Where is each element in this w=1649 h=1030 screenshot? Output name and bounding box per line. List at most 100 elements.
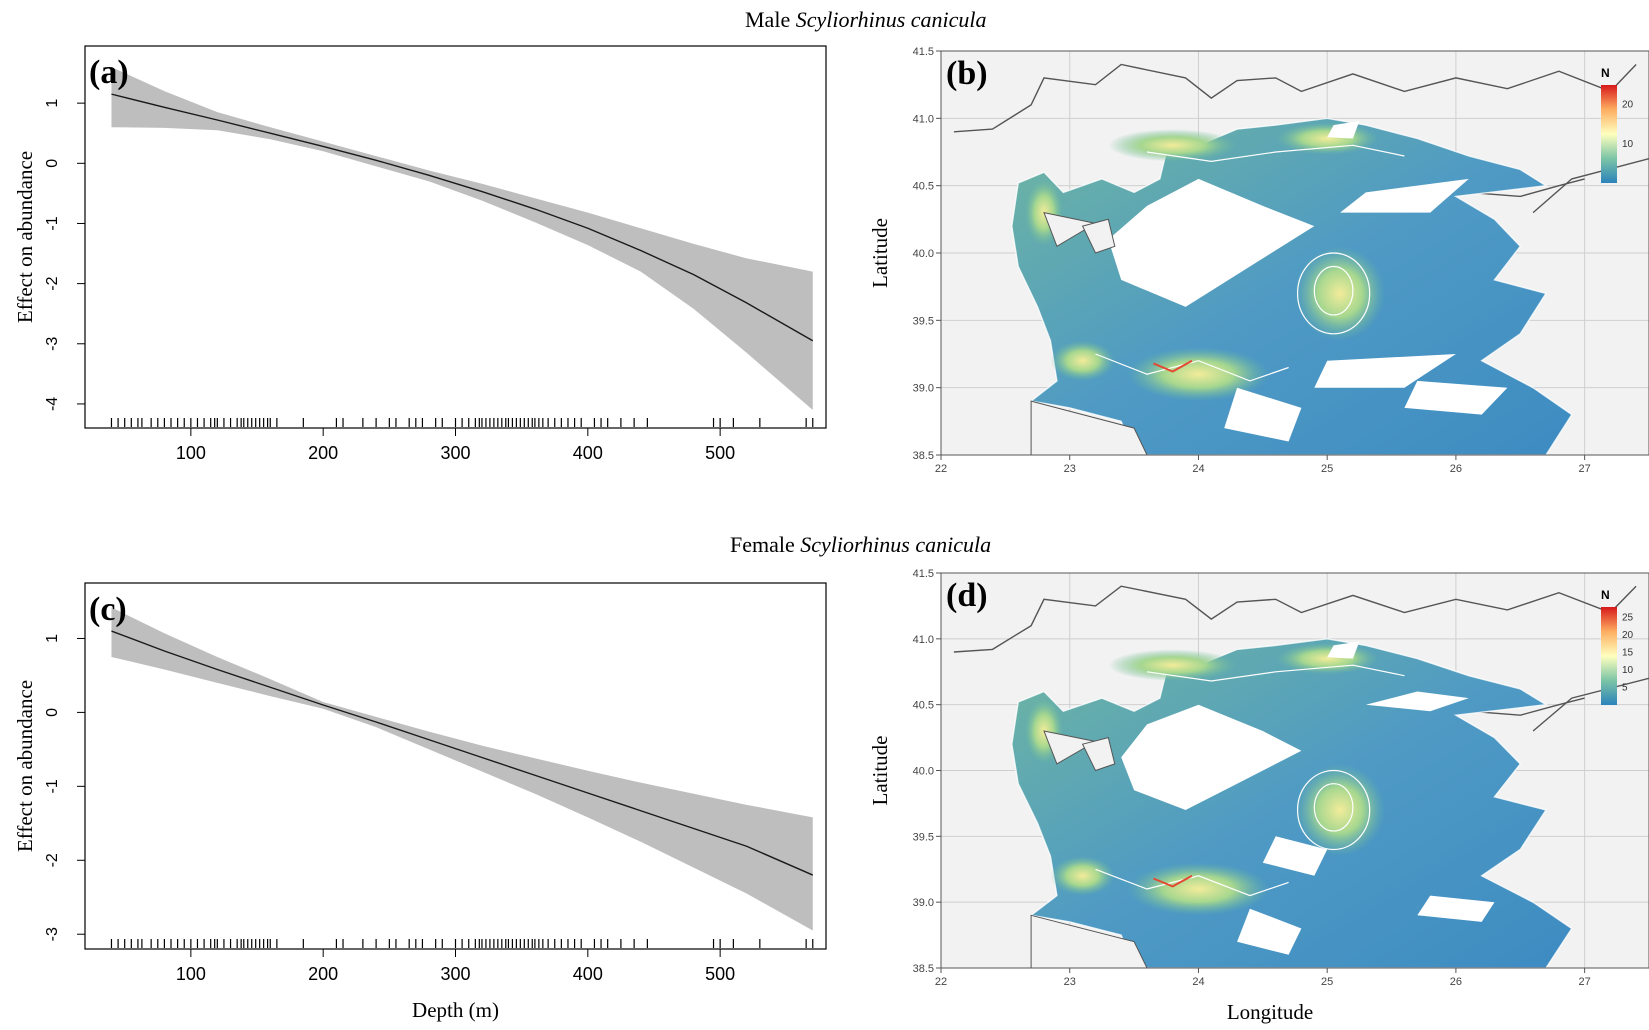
row-title-male: Male Scyliorhinus canicula [745,7,987,32]
coastline-strait [1468,178,1585,198]
y-tick-label: 1 [44,99,61,108]
contour-line [1313,265,1354,316]
unsampled-area [1314,354,1456,388]
hotspot [1275,122,1379,155]
panel-c: 100 200 300 400 500 1 0 -1 -2 -3 Effect on abundan… [13,582,827,1022]
x-tick-label: 23 [1064,463,1076,475]
unsampled-area [1121,704,1302,810]
contour-line [1313,783,1354,832]
y-tick-label: 39.5 [913,315,934,327]
hotspot [1108,649,1238,681]
unsampled-area [1417,895,1495,922]
contour-line [1296,769,1371,851]
y-tick-label: 40.5 [913,181,934,193]
y-axis-label: Latitude [868,218,892,288]
unsampled-area [1327,641,1360,659]
confidence-band [111,607,813,931]
y-tick-label: 0 [44,708,61,717]
y-tick-label: 41.0 [913,634,934,646]
unsampled-area [1262,836,1328,876]
x-tick-label: 300 [440,964,470,984]
x-tick-label: 400 [573,443,603,463]
landmass-south [1030,400,1148,455]
y-tick-label: 39.0 [913,897,934,909]
x-tick-label: 27 [1579,976,1591,988]
y-tick-label: -3 [44,927,61,941]
peninsula [1081,218,1116,254]
y-tick-label: -4 [44,397,61,411]
hotspot [1127,347,1270,402]
x-tick-label: 200 [308,964,338,984]
panel-label: (b) [946,55,988,92]
x-tick-label: 23 [1064,976,1076,988]
contour-line [1095,868,1289,897]
y-tick-label: 40.5 [913,700,934,712]
y-tick-label: -1 [44,216,61,230]
x-tick-label: 22 [935,463,947,475]
legend-tick-label: 5 [1622,683,1628,694]
contour-line [1296,252,1371,335]
y-tick-label: 38.5 [913,963,934,975]
y-tick-label: 40.0 [913,766,934,778]
confidence-band [111,67,813,410]
coastline-strait [1532,677,1649,732]
landmass-south [1030,914,1148,968]
legend-colourbar [1601,607,1617,705]
panel-b: 22 23 24 25 26 27 41.5 41.0 40.5 40.0 39.5 39.0 38.5… [868,46,1649,475]
legend-tick-label: 20 [1622,630,1634,641]
peak-contour [1153,359,1193,373]
y-tick-label: 41.0 [913,113,934,125]
colour-legend: N 25 20 15 10 5 [1601,588,1634,705]
unsampled-area [1237,908,1302,955]
panel-d: 22 23 24 25 26 27 41.5 41.0 40.5 40.0 39.5 39.0 38.5… [868,568,1649,1024]
peninsula [1043,730,1097,765]
unsampled-area [1365,691,1469,712]
legend-colourbar [1601,85,1617,183]
unsampled-area [1327,121,1360,139]
panel-a: 100 200 300 400 500 1 0 -1 -2 -3 -4 Effect on abund… [13,45,827,463]
y-tick-label: 41.5 [913,46,934,58]
x-tick-label: 22 [935,976,947,988]
legend-title: N [1601,588,1610,602]
x-axis-label: Longitude [1227,1000,1313,1024]
hotspot [1127,862,1270,916]
contour-line [1146,144,1405,163]
y-tick-label: 38.5 [913,450,934,462]
y-tick-label: 0 [44,159,61,168]
hotspot [1108,129,1238,162]
contour-line [1095,353,1289,382]
panel-label: (d) [946,577,988,614]
unsampled-area [1340,178,1469,213]
map-area [941,573,1649,968]
y-tick-label: 39.0 [913,383,934,395]
panel-label: (a) [89,54,129,91]
x-tick-label: 26 [1450,976,1462,988]
legend-tick-label: 20 [1622,100,1634,111]
x-tick-label: 500 [705,443,735,463]
legend-tick-label: 10 [1622,665,1634,676]
peak-contour [1153,874,1193,888]
unsampled-area [1404,380,1508,415]
x-tick-label: 500 [705,964,735,984]
legend-tick-label: 25 [1622,613,1634,624]
panel-label: (c) [89,591,127,628]
y-tick-label: -3 [44,337,61,351]
y-tick-label: -2 [44,276,61,290]
x-tick-label: 200 [308,443,338,463]
y-tick-label: 40.0 [913,248,934,260]
y-tick-label: 39.5 [913,831,934,843]
coastline-strait [1468,697,1585,716]
hotspot [1275,642,1379,675]
coastline-north [953,63,1637,133]
legend-title: N [1601,66,1610,80]
fitted-line [111,93,814,342]
x-tick-label: 400 [573,964,603,984]
x-tick-label: 24 [1192,976,1204,988]
x-tick-label: 300 [440,443,470,463]
y-tick-label: -1 [44,779,61,793]
row-title-female: Female Scyliorhinus canicula [730,532,992,557]
hotspot [1295,763,1386,857]
peninsula [1081,736,1116,772]
rug-marks [110,939,814,948]
